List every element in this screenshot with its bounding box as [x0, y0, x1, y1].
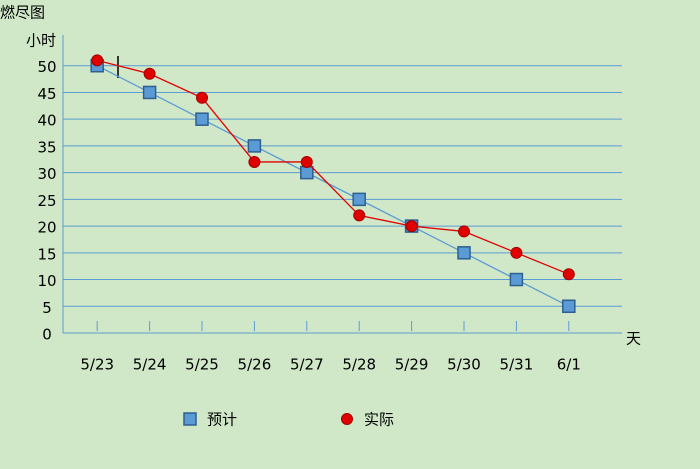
marker [142, 85, 157, 100]
x-tick-label: 5/26 [238, 356, 272, 374]
y-tick-label: 0 [42, 326, 52, 344]
marker [247, 139, 262, 153]
marker [300, 155, 313, 168]
x-tick-label: 5/31 [500, 356, 534, 374]
marker [341, 413, 353, 425]
marker [248, 155, 261, 168]
x-tick-label: 5/25 [185, 356, 219, 374]
chart-title: 燃尽图 [0, 4, 45, 22]
y-tick-label: 30 [37, 165, 56, 183]
y-tick-label: 10 [37, 272, 56, 290]
marker [143, 67, 156, 80]
x-tick-label: 5/29 [395, 356, 429, 374]
marker [562, 299, 576, 314]
y-tick-label: 15 [37, 245, 56, 263]
marker [183, 412, 197, 426]
series-line [96, 65, 570, 307]
y-axis-label: 小时 [26, 32, 56, 50]
y-tick-label: 40 [37, 112, 56, 130]
series-line [97, 59, 570, 275]
x-axis-label: 天 [626, 330, 641, 348]
y-tick-label: 50 [37, 58, 56, 76]
marker [562, 268, 575, 281]
marker [510, 246, 523, 259]
x-tick-label: 5/23 [80, 356, 114, 374]
x-tick-label: 5/28 [342, 356, 376, 374]
marker [195, 112, 209, 126]
marker [91, 54, 104, 67]
marker [405, 220, 418, 233]
x-tick-label: 5/27 [290, 356, 324, 374]
y-tick-label: 5 [42, 299, 52, 317]
legend-label: 预计 [207, 411, 237, 429]
marker [300, 165, 314, 180]
legend-label: 实际 [364, 411, 394, 429]
marker [352, 192, 366, 207]
y-tick-label: 35 [37, 138, 56, 156]
y-tick-label: 25 [37, 192, 56, 210]
marker [509, 272, 524, 287]
x-tick-label: 5/24 [133, 356, 167, 374]
x-tick-label: 5/30 [447, 356, 481, 374]
x-tick-label: 6/1 [557, 356, 581, 374]
y-tick-label: 20 [37, 219, 56, 237]
marker [353, 209, 366, 222]
marker [196, 91, 208, 104]
marker [458, 225, 470, 238]
y-tick-label: 45 [37, 85, 56, 103]
marker [457, 246, 471, 260]
